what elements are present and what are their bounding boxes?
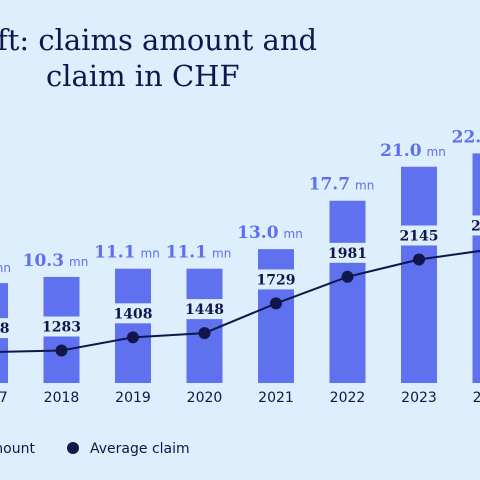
point xyxy=(127,331,139,344)
point xyxy=(198,327,211,340)
point-label: 2145 xyxy=(400,228,439,244)
label-bg xyxy=(183,299,226,320)
bar xyxy=(329,200,366,383)
legend-label: Average claim xyxy=(90,441,190,457)
bar xyxy=(401,166,437,383)
point-label: 2240 xyxy=(471,218,480,234)
x-tick-label: 2020 xyxy=(187,390,223,406)
label-bg xyxy=(326,242,369,263)
point-label: 1283 xyxy=(42,320,81,336)
point-label: 1729 xyxy=(257,272,296,288)
point xyxy=(55,344,68,357)
value-label: 13.0 mn xyxy=(237,223,303,243)
point xyxy=(413,253,425,266)
bar xyxy=(115,268,151,383)
line xyxy=(0,249,480,353)
chart-title: claim in CHF xyxy=(46,59,240,93)
legend-label: Claims amount xyxy=(0,441,35,457)
value-text: 21.0 xyxy=(380,141,422,161)
point-label: 1448 xyxy=(185,302,224,318)
value-text: 17.7 xyxy=(309,175,350,195)
label-bg xyxy=(398,225,440,246)
x-tick-label: 2021 xyxy=(258,390,294,406)
point xyxy=(341,270,354,283)
value-label: 9.7mn xyxy=(0,257,11,277)
label-bg xyxy=(40,316,83,337)
value-label: 21.0 mn xyxy=(380,141,446,161)
x-tick-label: 2023 xyxy=(401,390,437,406)
unit: mn xyxy=(355,179,374,193)
unit: mn xyxy=(141,247,160,261)
x-tick-label: 2019 xyxy=(115,390,151,406)
bar xyxy=(472,153,480,383)
x-tick-label: 2018 xyxy=(44,390,80,406)
label-bg xyxy=(0,318,11,339)
unit: mn xyxy=(427,145,446,159)
x-tick-label: 2017 xyxy=(0,390,8,406)
value-label: 22.3mn xyxy=(452,127,480,147)
unit: mn xyxy=(212,247,231,261)
unit: mn xyxy=(284,227,303,241)
value-label: 17.7 mn xyxy=(309,175,375,195)
point xyxy=(270,297,282,310)
value-text: 11.1 xyxy=(94,243,135,263)
bar xyxy=(258,249,294,383)
x-tick-label: 2022 xyxy=(330,390,366,406)
chart-title: ft: claims amount and xyxy=(0,23,317,57)
label-bg xyxy=(112,303,154,324)
legend-swatch xyxy=(67,442,79,454)
point-label: 1408 xyxy=(114,306,153,322)
point-label: 1981 xyxy=(328,246,367,262)
unit: mn xyxy=(0,261,11,275)
bar xyxy=(186,268,223,383)
label-bg xyxy=(255,269,297,290)
value-text: 13.0 xyxy=(237,223,279,243)
value-text: 10.3 xyxy=(23,251,64,271)
point-label: 1268 xyxy=(0,321,9,337)
value-text: 22.3 xyxy=(452,127,480,147)
unit: mn xyxy=(69,255,88,269)
value-text: 11.1 xyxy=(166,243,207,263)
label-bg xyxy=(469,215,480,236)
value-label: 10.3 mn xyxy=(23,251,89,271)
x-tick-label: 2024 xyxy=(473,390,480,406)
value-label: 11.1 mn xyxy=(94,243,160,263)
value-label: 11.1 mn xyxy=(166,243,232,263)
